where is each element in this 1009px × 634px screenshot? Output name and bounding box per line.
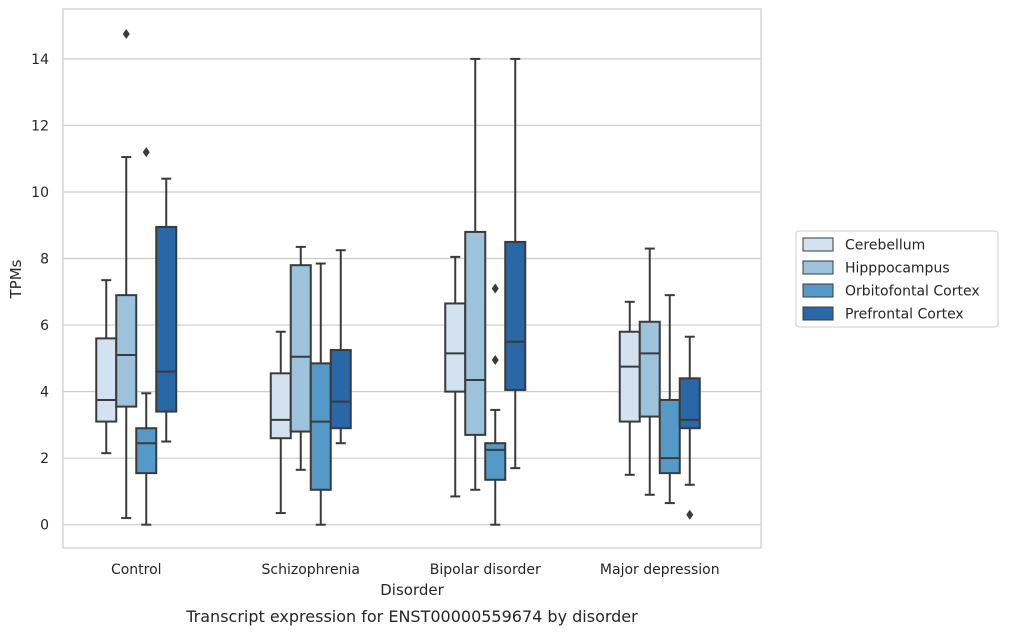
x-tick-label: Major depression [600,562,720,578]
iqr-box [95,337,118,423]
plot-area-frame [62,8,762,549]
y-axis-title: TPMs [7,259,25,299]
box-orbitofontal-cortex [309,262,332,526]
box-cerebellum [269,330,292,515]
legend-label: Hipppocampus [845,261,950,277]
grid-lines [63,58,761,526]
iqr-box [329,349,352,430]
outlier-point [491,283,499,294]
y-tick-label: 8 [40,252,49,268]
x-axis-ticks: Control Schizophrenia Bipolar disorder Majo… [111,562,720,578]
legend: Cerebellum Hipppocampus Orbitofontal Corte… [795,230,999,328]
x-tick-label: Bipolar disorder [430,562,541,578]
iqr-box [135,427,158,475]
box-hipppocampus [464,57,487,491]
box-orbitofontal-cortex [658,294,681,505]
outlier-point [142,147,150,158]
iqr-box [678,377,701,430]
box-cerebellum [95,279,118,455]
y-tick-label: 6 [40,318,49,334]
box-hipppocampus [638,247,661,496]
iqr-box [464,230,487,436]
box-prefrontal-cortex [329,249,352,445]
x-axis-title: Disorder [380,581,444,599]
iqr-box [309,362,332,491]
x-tick-label: Schizophrenia [262,562,360,578]
y-tick-label: 0 [40,518,49,534]
box-hipppocampus [115,28,138,520]
x-tick-label: Control [111,562,162,578]
box-prefrontal-cortex [155,177,178,443]
box-cerebellum [444,255,467,498]
y-tick-label: 4 [40,385,49,401]
box-orbitofontal-cortex [135,147,158,526]
y-tick-label: 12 [31,118,49,134]
iqr-box [504,240,527,391]
legend-swatch [802,283,834,298]
y-tick-label: 10 [31,185,49,201]
outlier-point [122,28,130,39]
iqr-box [289,264,312,433]
boxes [95,28,701,526]
outlier-point [686,509,694,520]
chart-caption: Transcript expression for ENST0000055967… [185,607,638,626]
iqr-box [638,320,661,418]
outlier-point [491,355,499,366]
box-orbitofontal-cortex [484,283,507,526]
box-prefrontal-cortex [678,335,701,520]
iqr-box [484,442,507,481]
y-tick-label: 2 [40,451,49,467]
box-prefrontal-cortex [504,57,527,470]
legend-swatch [802,237,834,252]
legend-swatch [802,260,834,275]
y-axis-ticks: 0 2 4 6 8 10 12 14 [31,52,49,534]
iqr-box [155,225,178,413]
box-hipppocampus [289,245,312,471]
iqr-box [269,372,292,440]
y-tick-label: 14 [31,52,49,68]
legend-swatch [802,306,834,321]
iqr-box [618,330,641,423]
legend-label: Orbitofontal Cortex [845,284,980,300]
legend-label: Prefrontal Cortex [845,307,964,323]
legend-label: Cerebellum [845,238,925,254]
legend-frame [795,230,999,328]
iqr-box [658,398,681,475]
box-cerebellum [618,300,641,476]
iqr-box [115,294,138,408]
iqr-box [444,302,467,393]
